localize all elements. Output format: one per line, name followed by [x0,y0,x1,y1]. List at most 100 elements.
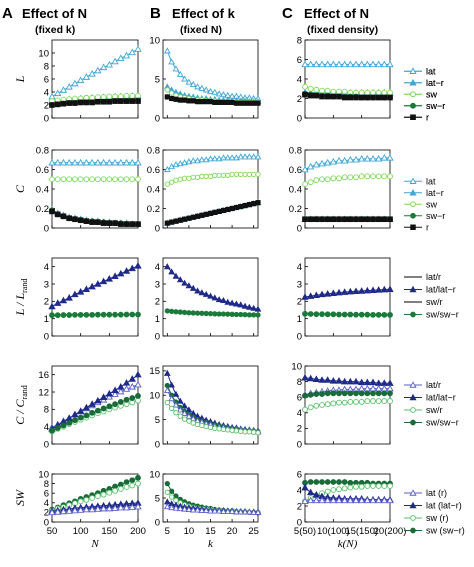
series-lat-r- [301,496,394,504]
panel-r2-c1: 0 1 2 3 4 [155,257,262,342]
data-point [182,97,188,103]
legend-label: lat [426,176,436,186]
data-point [375,89,382,96]
data-point [329,289,337,296]
data-point [176,406,184,413]
data-point [336,486,342,493]
data-point [186,418,192,424]
legend-marker [409,285,417,293]
data-point [375,286,383,293]
panel-letter-a: A [2,5,13,22]
y-tick-label: 8 [44,61,49,72]
axes-box [51,257,139,337]
data-point [380,60,388,68]
series-sw-sw-r [164,308,261,318]
data-point [233,204,239,211]
data-point [129,482,136,489]
data-point [375,154,383,162]
data-point [324,401,331,408]
data-point [370,216,376,223]
column-subtitle-a: (fixed k) [35,24,75,36]
legend: lat/r lat/lat−r sw/r sw/sw−r [404,272,459,320]
data-point [207,155,214,162]
data-point [255,200,261,206]
data-point [381,89,388,96]
data-point [386,496,394,504]
data-point [341,60,349,68]
data-point [370,173,376,180]
data-point [324,60,332,68]
data-point [169,219,175,225]
data-point [387,94,393,101]
data-point [352,60,360,68]
data-point [194,310,201,316]
data-point [313,391,320,397]
series-sw-sw-r [302,310,393,318]
y-tick-label: 0.6 [36,165,49,176]
data-point [313,92,320,99]
data-point [341,288,349,295]
data-point [245,153,253,160]
data-point [135,98,141,104]
data-point [353,94,359,101]
series-line [51,502,139,512]
data-point [254,508,262,515]
data-point [386,153,394,161]
data-point [202,290,210,297]
data-point [220,99,227,105]
legend-marker [409,79,417,86]
data-point [255,430,261,436]
series-line [304,288,391,298]
y-tick-label: 2 [297,94,302,105]
data-point [254,153,262,160]
data-point [99,63,108,71]
data-point [185,505,193,513]
data-point [307,488,315,496]
data-point [194,174,201,180]
data-point [341,496,349,504]
x-tick-label: 15(150) [345,526,378,537]
data-point [341,479,348,485]
legend-marker [410,515,416,521]
data-point [181,75,188,82]
legend-label: lat/r [426,272,441,282]
legend-marker [410,114,416,120]
data-point [341,485,348,492]
data-point [49,102,55,108]
data-point [380,153,388,161]
data-point [173,96,179,102]
data-point [341,156,349,164]
x-tick-label: 20 [227,526,238,537]
data-point [198,84,206,91]
y-axis-label: L / Lrand [13,279,29,317]
data-point [352,287,360,295]
data-point [60,312,67,318]
data-point [220,296,227,303]
data-point [112,220,118,226]
data-point [364,390,371,397]
data-point [341,88,348,95]
data-point [242,202,248,209]
axes-box [304,39,391,119]
data-point [238,100,244,106]
data-point [358,216,365,223]
data-point [168,405,175,412]
data-point [246,202,252,208]
data-point [336,175,342,182]
data-point [212,172,218,179]
legend-marker [410,311,416,318]
data-point [117,485,124,492]
data-point [352,155,360,163]
legend-label: r [426,112,429,122]
data-point [123,396,130,403]
legend-marker [410,212,416,219]
y-tick-label: 0 [155,223,160,234]
y-tick-label: 2 [44,297,49,308]
data-point [54,299,62,306]
data-point [307,85,314,92]
data-point [329,496,337,504]
data-point [173,218,179,224]
data-point [202,86,210,93]
series-lat [301,153,394,173]
